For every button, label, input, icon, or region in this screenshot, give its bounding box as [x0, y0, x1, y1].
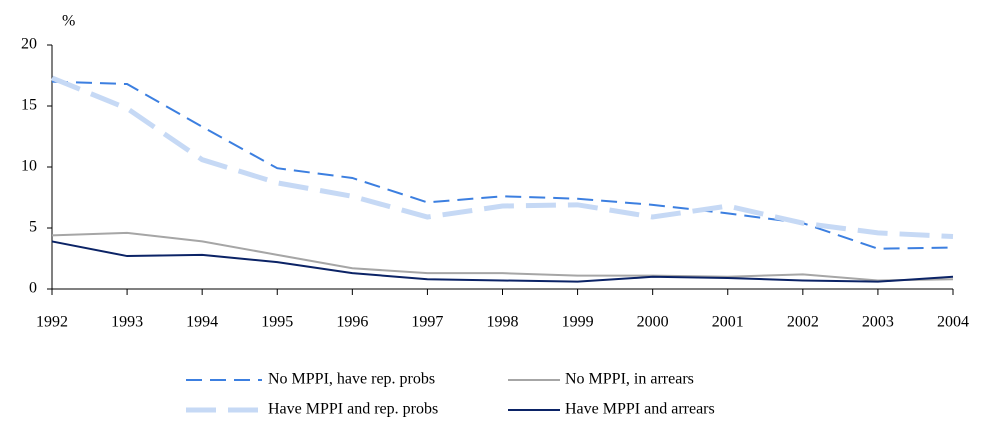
legend-label: Have MPPI and arrears — [565, 401, 715, 418]
legend-label: Have MPPI and rep. probs — [268, 401, 438, 418]
x-tick-label: 2002 — [787, 314, 819, 331]
x-tick-label: 1997 — [411, 314, 443, 331]
series-line — [51, 231, 954, 282]
x-tick-label: 2004 — [937, 314, 969, 331]
x-tick-label: 2001 — [712, 314, 744, 331]
x-tick-label: 1998 — [487, 314, 519, 331]
x-tick-label: 1992 — [36, 314, 68, 331]
x-tick-label: 1995 — [261, 314, 293, 331]
y-tick-label: 20 — [21, 36, 37, 53]
y-axis-unit: % — [62, 13, 75, 30]
y-tick-label: 15 — [21, 97, 37, 114]
y-tick-label: 0 — [29, 280, 37, 297]
series-line — [51, 240, 954, 283]
x-tick-label: 2000 — [637, 314, 669, 331]
x-tick-label: 1996 — [336, 314, 368, 331]
legend-label: No MPPI, have rep. probs — [268, 371, 435, 388]
series-line — [51, 75, 954, 240]
legend-label: No MPPI, in arrears — [565, 371, 694, 388]
x-tick-label: 1999 — [562, 314, 594, 331]
x-tick-label: 2003 — [862, 314, 894, 331]
x-tick-label: 1993 — [111, 314, 143, 331]
x-tick-label: 1994 — [186, 314, 218, 331]
y-tick-label: 10 — [21, 158, 37, 175]
y-tick-label: 5 — [29, 219, 37, 236]
